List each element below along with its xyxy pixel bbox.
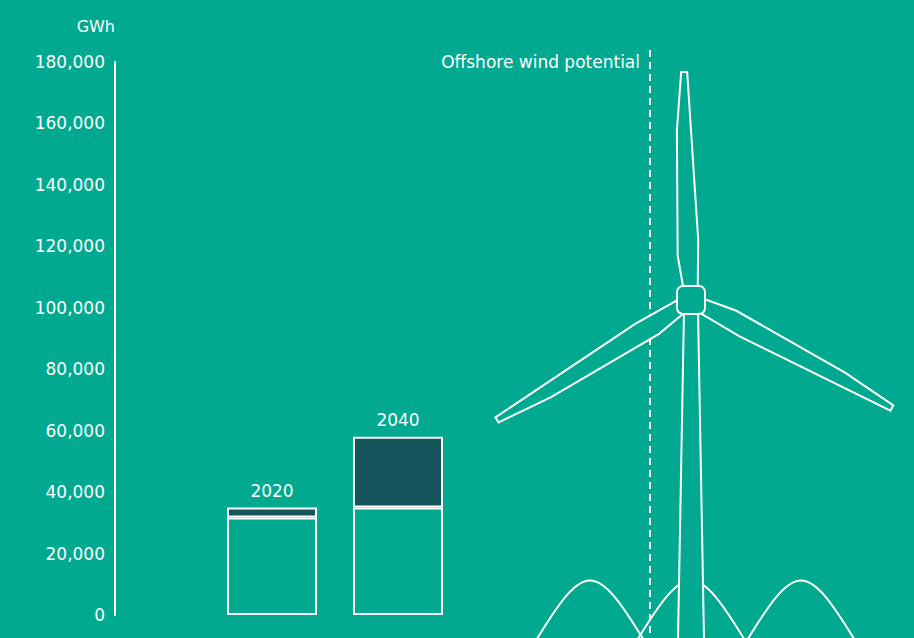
svg-text:GWh: GWh <box>77 17 115 36</box>
svg-text:140,000: 140,000 <box>35 175 105 195</box>
svg-text:0: 0 <box>94 605 105 625</box>
svg-text:20,000: 20,000 <box>46 544 105 564</box>
svg-text:2020: 2020 <box>250 481 293 501</box>
svg-text:2040: 2040 <box>376 410 419 430</box>
svg-text:180,000: 180,000 <box>35 52 105 72</box>
svg-text:Offshore wind potential: Offshore wind potential <box>441 52 640 72</box>
svg-text:80,000: 80,000 <box>46 359 105 379</box>
svg-text:160,000: 160,000 <box>35 113 105 133</box>
svg-text:120,000: 120,000 <box>35 236 105 256</box>
svg-text:100,000: 100,000 <box>35 298 105 318</box>
svg-text:40,000: 40,000 <box>46 482 105 502</box>
svg-text:60,000: 60,000 <box>46 421 105 441</box>
